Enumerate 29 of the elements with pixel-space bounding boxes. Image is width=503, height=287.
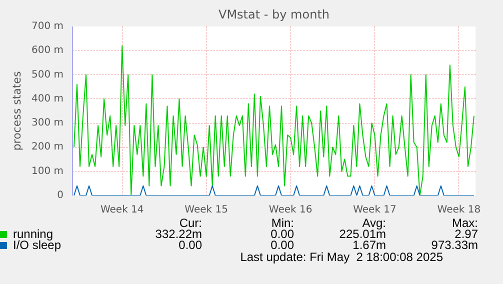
text: 1.67m [352, 238, 386, 252]
x-tick-label: Week 16 [268, 204, 312, 216]
text: Max: [450, 216, 478, 230]
text: 973.33m [430, 238, 478, 252]
y-tick-label: 500 m [31, 69, 64, 80]
text: Avg: [362, 216, 386, 230]
chart-title: VMstat - by month [218, 8, 330, 22]
x-tick-label: Week 17 [353, 204, 396, 216]
y-tick-label: 100 m [31, 166, 64, 177]
x-tick-label: Week 15 [184, 204, 228, 216]
y-tick-label: 400 m [31, 93, 64, 104]
text: 0.00 [270, 227, 294, 241]
line-series [74, 45, 474, 196]
text: Min: [270, 216, 294, 230]
y-tick-label: 700 m [31, 21, 64, 32]
y-axis-title: process states [10, 71, 24, 151]
text: 0.00 [178, 238, 202, 252]
x-tick-label: Week 14 [100, 204, 144, 216]
text: 332.22m [154, 227, 202, 241]
text: Cur: [179, 216, 202, 230]
x-tick-label: Week 18 [437, 204, 481, 216]
y-tick-label: 600 m [31, 45, 64, 56]
y-tick-label: 200 m [31, 142, 64, 153]
legend-label: running [12, 227, 54, 241]
text: Last update: Fri May 2 18:00:08 2025 [239, 250, 444, 264]
y-tick-label: 0 [57, 190, 64, 201]
text: 0.00 [270, 238, 294, 252]
y-tick-label: 300 m [31, 118, 64, 129]
text: 2.97 [454, 227, 478, 241]
